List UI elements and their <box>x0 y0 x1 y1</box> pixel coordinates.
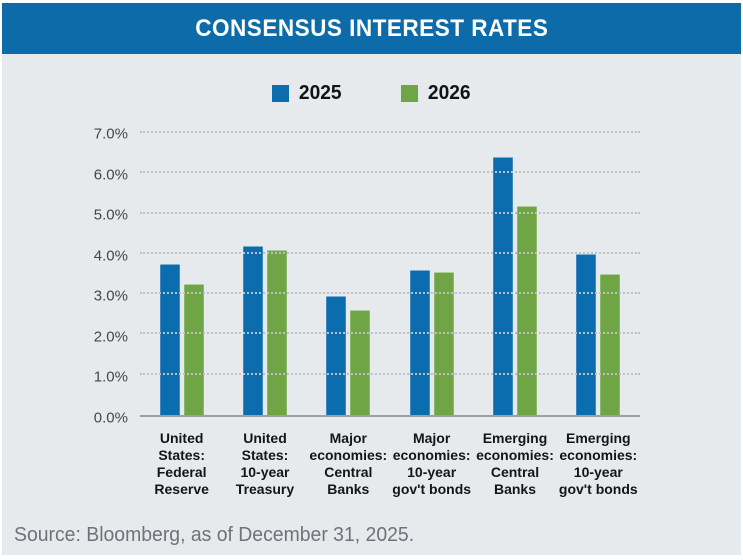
bar-2026 <box>516 205 537 415</box>
bar-2025 <box>409 269 430 415</box>
gridline <box>140 251 640 254</box>
x-axis-category-label: Major economies: Central Banks <box>309 430 388 497</box>
bar-2026 <box>600 274 621 415</box>
chart-area: 2025 2026 0.0% 1.0% 2.0% 3.0% 4.0% 5.0% 6.0% 7.… <box>2 54 741 555</box>
y-axis: 0.0% 1.0% 2.0% 3.0% 4.0% 5.0% 6.0% 7.0% <box>2 126 128 427</box>
gridline <box>140 372 640 375</box>
bar-2025 <box>242 245 263 415</box>
bar-2025 <box>492 157 513 415</box>
bar-2026 <box>183 284 204 415</box>
gridline <box>140 292 640 295</box>
y-axis-tick-label: 4.0% <box>93 247 128 265</box>
x-axis-category-label: Emerging economies: Central Banks <box>476 430 554 497</box>
y-axis-tick-label: 3.0% <box>93 287 128 305</box>
bar-2026 <box>350 310 371 415</box>
legend-swatch-2026-icon <box>400 85 418 102</box>
legend-item-2025: 2025 <box>272 82 343 105</box>
plot-area <box>140 131 640 417</box>
legend-item-2026: 2026 <box>400 82 472 105</box>
legend-label-2026: 2026 <box>427 82 471 104</box>
legend-swatch-2025-icon <box>272 85 289 102</box>
bar-group <box>390 133 473 415</box>
legend-label-2025: 2025 <box>298 82 342 104</box>
y-axis-tick-label: 5.0% <box>93 206 128 224</box>
bar-2026 <box>433 272 454 415</box>
x-axis-labels: United States: Federal Reserve United Sta… <box>140 430 640 498</box>
y-axis-tick-label: 0.0% <box>93 409 128 427</box>
bar-group <box>473 133 556 415</box>
x-axis-category-label: Emerging economies: 10-year gov't bonds <box>558 430 638 497</box>
bar-2025 <box>326 296 347 415</box>
legend: 2025 2026 <box>2 82 741 105</box>
chart-title: CONSENSUS INTEREST RATES <box>194 14 549 42</box>
bar-group <box>140 133 223 415</box>
x-axis-category-label: Major economies: 10-year gov't bonds <box>392 430 472 497</box>
gridline <box>140 211 640 214</box>
y-axis-tick-label: 2.0% <box>93 328 128 346</box>
x-axis-category-label: United States: 10-year Treasury <box>235 430 295 497</box>
gridline <box>140 171 640 174</box>
x-axis-category-label: United States: Federal Reserve <box>154 430 209 497</box>
gridline <box>140 131 640 133</box>
y-axis-tick-label: 1.0% <box>93 368 128 386</box>
y-axis-tick-label: 7.0% <box>93 125 128 143</box>
source-note: Source: Bloomberg, as of December 31, 20… <box>14 524 415 546</box>
chart-header-bar: CONSENSUS INTEREST RATES <box>2 3 741 54</box>
bar-group <box>307 133 390 415</box>
y-axis-tick-label: 6.0% <box>93 166 128 184</box>
gridline <box>140 332 640 335</box>
bar-2025 <box>159 263 180 415</box>
